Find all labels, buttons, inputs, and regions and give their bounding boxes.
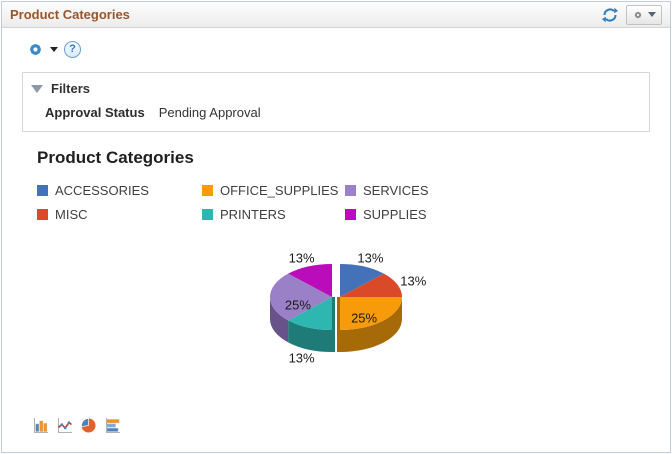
pie-slice-side-services xyxy=(270,297,289,343)
chart-type-switcher xyxy=(32,417,121,434)
legend-swatch xyxy=(202,209,213,220)
pie-label-misc: 13% xyxy=(400,273,426,288)
legend-swatch xyxy=(345,185,356,196)
chart-options-menu-button[interactable] xyxy=(26,40,58,59)
pie-slice-office_supplies[interactable] xyxy=(340,297,402,330)
legend-label: SUPPLIES xyxy=(363,207,427,222)
pie-slice-services[interactable] xyxy=(270,273,332,321)
pie-label-office_supplies: 25% xyxy=(351,310,377,325)
legend-swatch xyxy=(202,185,213,196)
legend: ACCESSORIES OFFICE_SUPPLIES SERVICES MISC PR… xyxy=(37,183,670,222)
help-button[interactable]: ? xyxy=(64,40,81,58)
legend-item-services: SERVICES xyxy=(345,183,670,198)
pie-slice-supplies[interactable] xyxy=(288,264,332,297)
legend-item-printers: PRINTERS xyxy=(202,207,345,222)
pie-label-printers: 13% xyxy=(289,351,315,366)
filters-panel: Filters Approval Status Pending Approval xyxy=(22,72,650,132)
pie-label-services: 25% xyxy=(285,298,311,313)
chevron-down-icon xyxy=(50,46,58,52)
pie-chart: 13% 13% 25% 13% 25% 13% xyxy=(270,251,427,366)
pie-slice-side-printers xyxy=(288,320,332,352)
legend-item-misc: MISC xyxy=(37,207,202,222)
legend-label: OFFICE_SUPPLIES xyxy=(220,183,339,198)
titlebar: Product Categories xyxy=(2,2,670,28)
filter-row: Approval Status Pending Approval xyxy=(45,105,639,120)
filters-title: Filters xyxy=(51,81,91,96)
gear-icon xyxy=(30,43,41,55)
pie-slice-misc[interactable] xyxy=(340,273,402,297)
pie-slice-side-office_supplies xyxy=(340,297,402,352)
legend-item-office_supplies: OFFICE_SUPPLIES xyxy=(202,183,345,198)
legend-item-supplies: SUPPLIES xyxy=(345,207,670,222)
pagelet-title: Product Categories xyxy=(10,7,130,22)
filter-label: Approval Status xyxy=(45,105,145,120)
legend-swatch xyxy=(37,209,48,220)
line-chart-icon[interactable] xyxy=(56,417,73,434)
pie-chart-icon[interactable] xyxy=(80,417,97,434)
pie-cut-face xyxy=(332,297,335,352)
pie-slice-printers[interactable] xyxy=(288,297,332,330)
refresh-icon[interactable] xyxy=(602,7,618,23)
pagelet-settings-button[interactable] xyxy=(626,4,662,25)
legend-label: MISC xyxy=(55,207,88,222)
legend-swatch xyxy=(345,209,356,220)
bar-chart-icon[interactable] xyxy=(32,417,49,434)
pie-cut-face xyxy=(337,297,340,352)
collapse-triangle-icon[interactable] xyxy=(31,84,43,93)
chevron-down-icon xyxy=(648,12,656,17)
pie-label-accessories: 13% xyxy=(357,251,383,266)
legend-label: ACCESSORIES xyxy=(55,183,149,198)
gear-icon xyxy=(634,11,642,18)
legend-label: PRINTERS xyxy=(220,207,286,222)
legend-swatch xyxy=(37,185,48,196)
legend-item-accessories: ACCESSORIES xyxy=(37,183,202,198)
pie-slice-accessories[interactable] xyxy=(340,264,384,297)
help-glyph: ? xyxy=(69,43,76,55)
pie-chart-container: 13% 13% 25% 13% 25% 13% xyxy=(206,240,466,385)
chart-title: Product Categories xyxy=(37,148,194,167)
toolbar: ? xyxy=(26,38,670,60)
legend-label: SERVICES xyxy=(363,183,429,198)
filter-value: Pending Approval xyxy=(158,105,261,120)
horizontal-bar-chart-icon[interactable] xyxy=(104,417,121,434)
pie-label-supplies: 13% xyxy=(289,251,315,266)
